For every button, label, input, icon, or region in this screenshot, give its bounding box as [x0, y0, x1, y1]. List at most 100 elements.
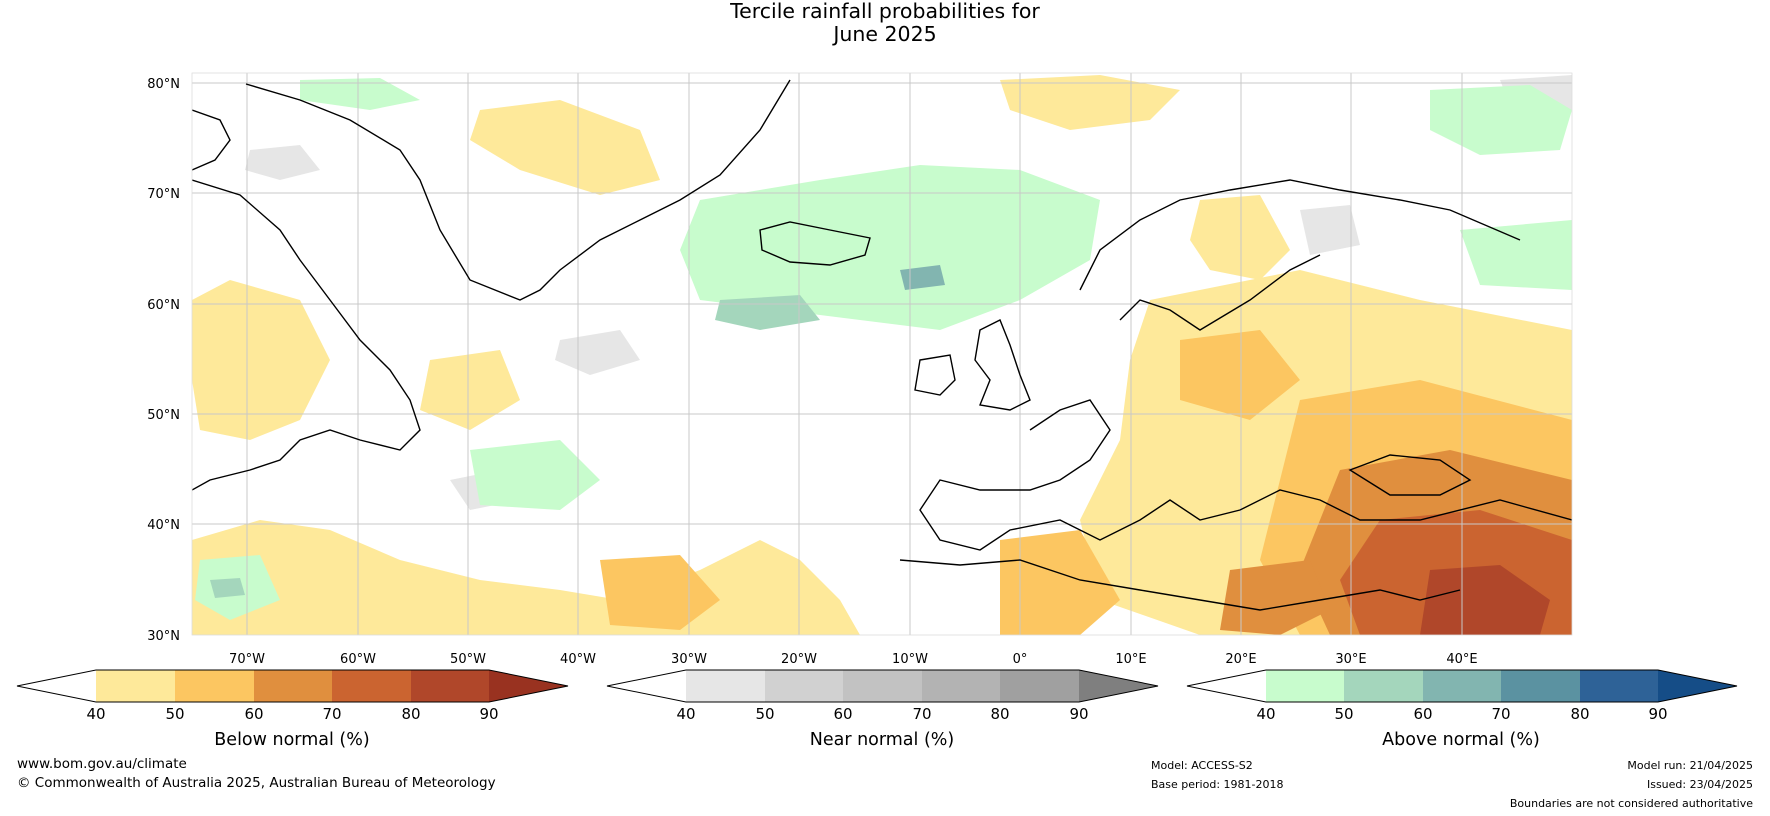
below-normal-region [1190, 195, 1290, 280]
below-normal-region [1180, 330, 1300, 420]
colorbar-tick: 60 [833, 705, 852, 723]
scandinavia-coast [1119, 254, 1321, 331]
colorbar-tick: 70 [912, 705, 931, 723]
colorbar-tick: 70 [1491, 705, 1510, 723]
colorbar-tick: 90 [1648, 705, 1667, 723]
colorbar-swatch [175, 670, 254, 702]
lon-label: 30°E [1335, 652, 1366, 667]
africa-coast [899, 559, 1461, 611]
colorbar-swatch [922, 670, 1000, 702]
scandinavia-coast [1079, 179, 1521, 291]
footer-base-period: Base period: 1981-2018 [1151, 778, 1284, 791]
above-normal-region [1460, 220, 1572, 290]
colorbar-tick: 80 [401, 705, 420, 723]
footer-model: Model: ACCESS-S2 [1151, 759, 1253, 772]
map-title: Tercile rainfall probabilities for June … [0, 0, 1770, 46]
colorbar-tick: 90 [1069, 705, 1088, 723]
near-normal-region [245, 145, 320, 180]
colorbar-outline [16, 669, 569, 703]
latitude-labels: 80°N 70°N 60°N 50°N 40°N 30°N [147, 77, 180, 644]
iceland-coast [759, 221, 871, 266]
above-normal-region [900, 265, 945, 290]
below-normal-region [1000, 75, 1180, 130]
colorbar-label: Below normal (%) [214, 730, 369, 750]
colorbar-swatch [1079, 670, 1158, 702]
lat-label: 70°N [147, 187, 180, 202]
colorbar-swatch [1423, 670, 1501, 702]
colorbar-swatch [254, 670, 332, 702]
below-normal-region [600, 555, 720, 630]
near-normal-region [1300, 205, 1360, 255]
colorbar-below-normal: 40 50 60 70 80 90 Below normal (%) [16, 669, 569, 750]
probability-fields [192, 75, 1572, 635]
lat-label: 50°N [147, 408, 180, 423]
colorbar-swatch [332, 670, 411, 702]
colorbar-tick: 70 [322, 705, 341, 723]
colorbar-tick: 90 [479, 705, 498, 723]
europe-coast [919, 399, 1572, 551]
colorbar-swatch [686, 670, 765, 702]
map-frame [191, 72, 1573, 636]
colorbar-tick: 40 [676, 705, 695, 723]
gridlines [192, 73, 1572, 635]
footer-model-run: Model run: 21/04/2025 [1627, 759, 1753, 772]
colorbar-swatch [765, 670, 843, 702]
colorbar-tick: 50 [1334, 705, 1353, 723]
colorbar-swatch [1580, 670, 1658, 702]
lon-label: 10°W [892, 652, 928, 667]
lat-label: 60°N [147, 298, 180, 313]
colorbar-swatch [411, 670, 489, 702]
colorbar-swatch [843, 670, 922, 702]
colorbar-tick: 80 [990, 705, 1009, 723]
canada-coast [192, 179, 421, 491]
above-normal-region [300, 78, 420, 110]
lon-label: 70°W [229, 652, 265, 667]
below-normal-region [470, 100, 660, 195]
coastlines [192, 79, 1572, 611]
lon-label: 10°E [1115, 652, 1146, 667]
colorbar-tick: 50 [755, 705, 774, 723]
below-normal-region [192, 280, 330, 440]
colorbar-outline [1186, 669, 1738, 703]
colorbar-tick: 80 [1570, 705, 1589, 723]
map-panel [191, 72, 1573, 636]
colorbar-swatch [96, 670, 175, 702]
above-normal-region [680, 165, 1100, 330]
title-line-2: June 2025 [833, 22, 937, 46]
lon-label: 20°E [1225, 652, 1256, 667]
footer-copyright: © Commonwealth of Australia 2025, Austra… [17, 775, 496, 791]
longitude-labels: 70°W 60°W 50°W 40°W 30°W 20°W 10°W 0° 10… [229, 652, 1478, 667]
colorbar-outline [606, 669, 1159, 703]
above-normal-region [1430, 85, 1572, 155]
colorbar-swatch [1344, 670, 1423, 702]
lon-label: 40°E [1446, 652, 1477, 667]
below-normal-region [1000, 530, 1120, 635]
lon-label: 20°W [781, 652, 817, 667]
colorbar-tick: 60 [1413, 705, 1432, 723]
footer-website: www.bom.gov.au/climate [17, 756, 187, 772]
colorbar-label: Near normal (%) [810, 730, 955, 750]
colorbar-tick: 50 [165, 705, 184, 723]
colorbar-swatch [1266, 670, 1344, 702]
footer-disclaimer: Boundaries are not considered authoritat… [1509, 797, 1753, 810]
below-normal-region [1220, 560, 1330, 635]
below-normal-region [420, 350, 520, 430]
colorbar-above-normal: 40 50 60 70 80 90 Above normal (%) [1186, 669, 1738, 750]
colorbar-swatch [607, 670, 686, 702]
colorbar-label: Above normal (%) [1382, 730, 1540, 750]
colorbar-swatch [1000, 670, 1079, 702]
lon-label: 30°W [671, 652, 707, 667]
colorbar-tick: 60 [244, 705, 263, 723]
canada-coast [192, 109, 231, 171]
lon-label: 40°W [560, 652, 596, 667]
lon-label: 50°W [450, 652, 486, 667]
lon-label: 0° [1013, 652, 1028, 667]
lat-label: 30°N [147, 629, 180, 644]
near-normal-region [555, 330, 640, 375]
colorbar-swatch [1501, 670, 1580, 702]
title-line-1: Tercile rainfall probabilities for [730, 0, 1040, 23]
black-sea-coast [1348, 454, 1472, 496]
britain-coast [974, 319, 1031, 411]
colorbar-tick: 40 [86, 705, 105, 723]
